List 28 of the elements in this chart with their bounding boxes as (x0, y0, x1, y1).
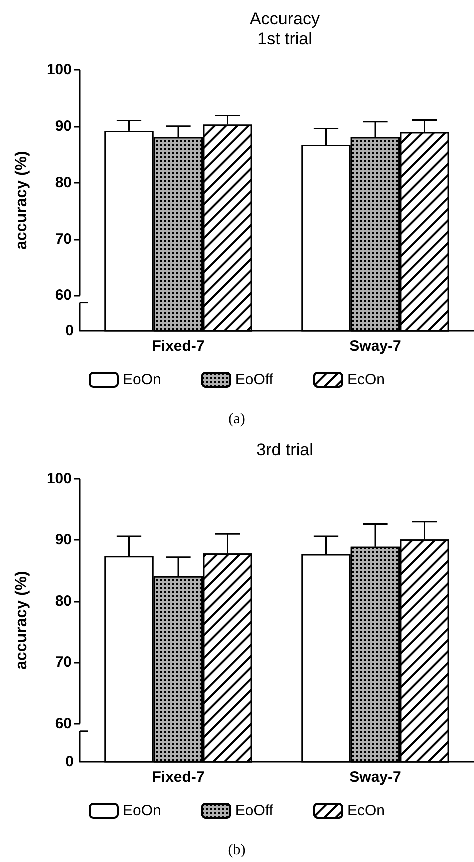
x-tick-label: Sway-7 (350, 769, 402, 786)
chart-title: Accuracy 1st trial (250, 10, 320, 48)
text: 0 (66, 754, 74, 770)
chart-title: 3rd trial (256, 440, 314, 460)
legend-label: EoOn (123, 802, 162, 820)
text: (a) (228, 412, 246, 428)
legend-label: EcOn (347, 802, 385, 820)
legend-label: EoOff (235, 372, 274, 388)
x-tick-label: Sway-7 (350, 338, 402, 355)
y-tick-label: 70 (55, 654, 72, 672)
y-tick-label: 80 (55, 174, 72, 192)
y-axis-title: accuracy (%) (14, 571, 30, 670)
y-tick-label: 60 (55, 287, 72, 304)
x-tick-label: Fixed-7 (152, 769, 205, 786)
y-tick-label: 100 (46, 62, 72, 78)
y-tick-label: 70 (55, 230, 72, 248)
y-tick-label: 90 (55, 532, 72, 549)
y-axis-title: accuracy (%) (14, 151, 30, 250)
legend-label: EcOn (347, 372, 385, 388)
text: (b) (228, 842, 246, 858)
legend-label: EoOn (123, 372, 162, 388)
text: 0 (66, 322, 74, 340)
legend-label: EoOff (235, 802, 274, 820)
y-tick-label: 100 (46, 470, 72, 488)
y-tick-label: 80 (55, 592, 72, 610)
y-tick-label: 60 (55, 715, 72, 732)
y-tick-label: 90 (55, 118, 72, 135)
x-tick-label: Fixed-7 (152, 338, 205, 355)
